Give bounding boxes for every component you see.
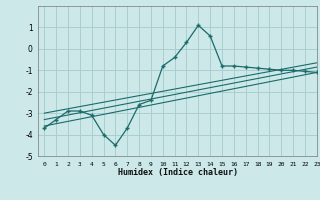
X-axis label: Humidex (Indice chaleur): Humidex (Indice chaleur) (118, 168, 238, 177)
